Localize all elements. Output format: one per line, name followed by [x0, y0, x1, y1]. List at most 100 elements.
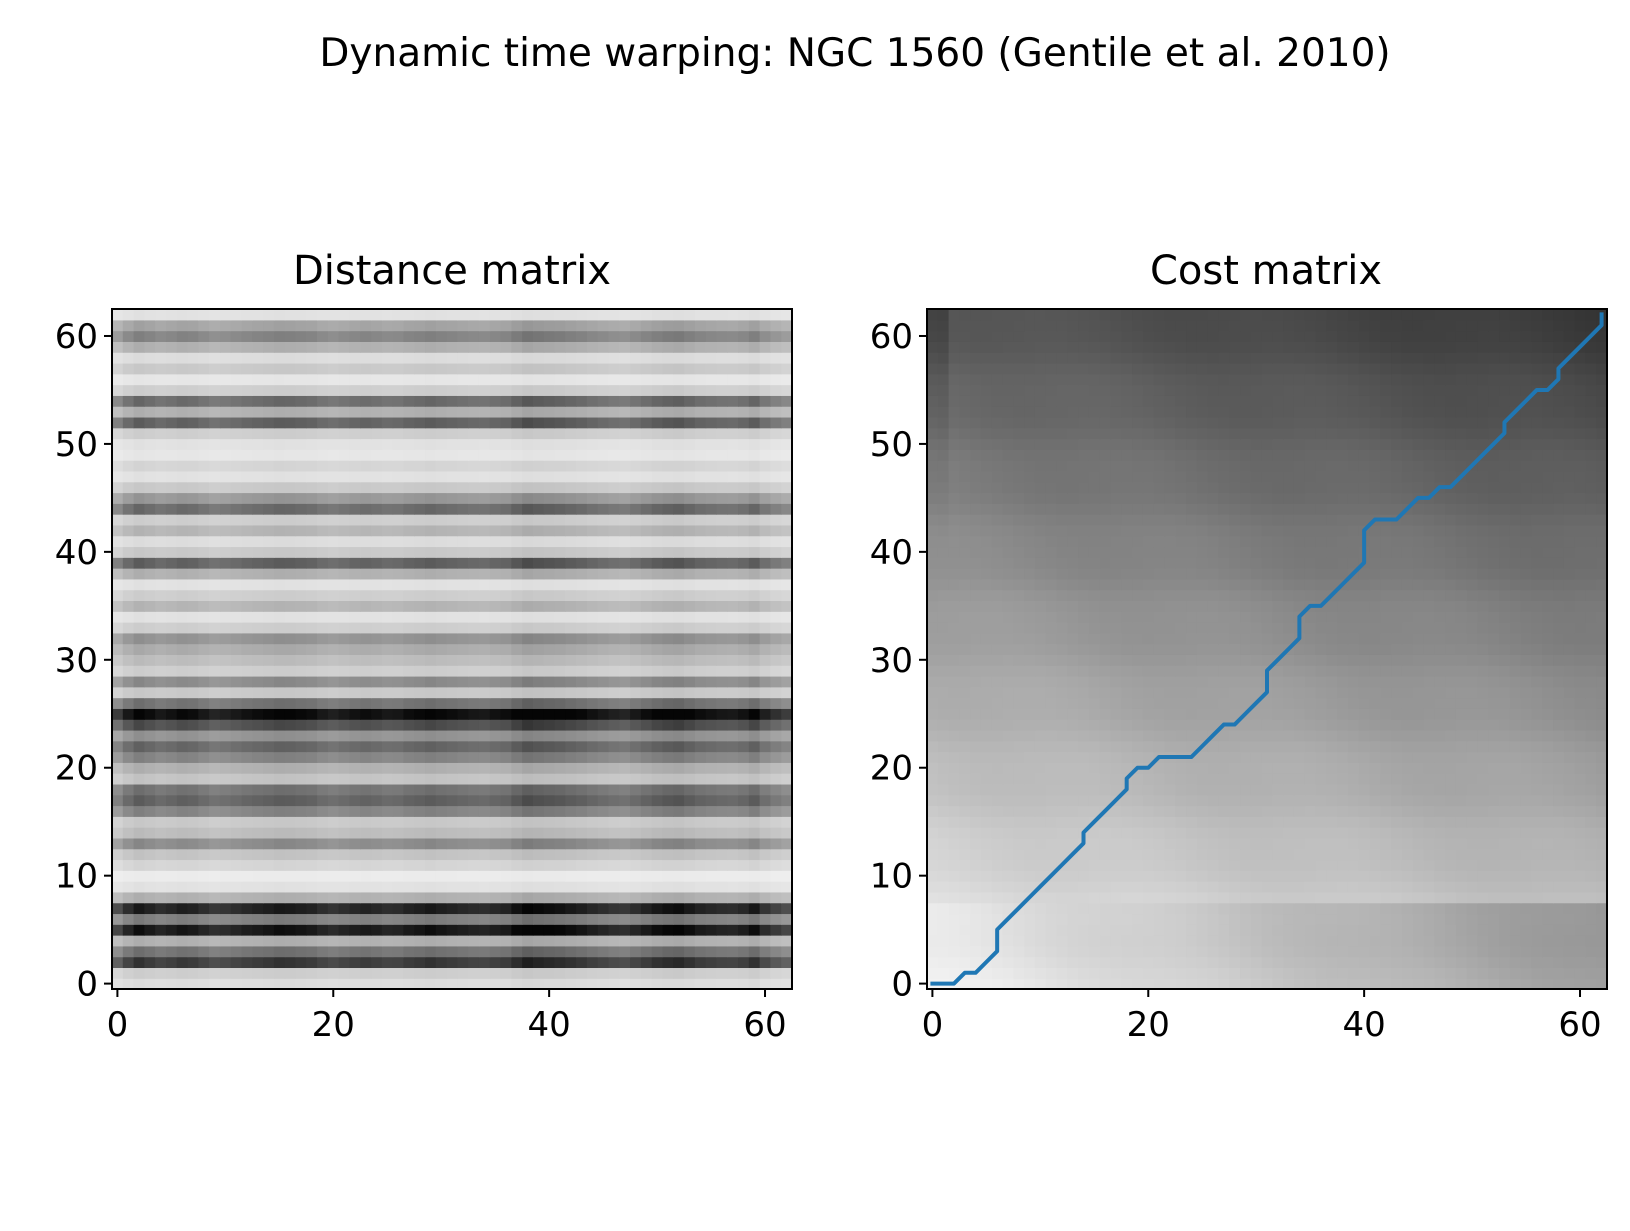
distance-cell — [576, 859, 588, 871]
distance-cell — [727, 762, 739, 774]
distance-cell — [705, 449, 718, 461]
distance-cell — [608, 481, 620, 494]
distance-cell — [662, 675, 674, 688]
distance-cell — [263, 427, 275, 440]
distance-cell — [694, 492, 707, 504]
distance-cell — [349, 859, 361, 871]
cost-cell — [1412, 881, 1425, 893]
cost-cell — [1250, 913, 1263, 925]
distance-cell — [284, 816, 297, 828]
distance-cell — [122, 902, 135, 915]
distance-cell — [738, 665, 750, 677]
cost-cell — [1186, 978, 1198, 990]
distance-cell — [371, 622, 383, 634]
distance-cell — [684, 729, 696, 742]
distance-cell — [781, 697, 793, 709]
cost-cell — [1304, 967, 1317, 979]
distance-cell — [219, 524, 232, 537]
distance-cell — [694, 622, 707, 634]
distance-cell — [738, 816, 750, 828]
distance-cell — [500, 665, 512, 677]
cost-cell — [1315, 891, 1327, 904]
distance-cell — [187, 945, 199, 958]
distance-cell — [349, 697, 361, 709]
distance-cell — [457, 309, 469, 321]
distance-cell — [317, 859, 329, 871]
distance-cell — [619, 330, 631, 342]
distance-cell — [435, 427, 448, 440]
distance-cell — [738, 427, 750, 440]
distance-cell — [576, 384, 588, 396]
cost-cell — [1261, 924, 1273, 936]
distance-cell — [155, 978, 167, 990]
distance-cell — [630, 783, 642, 796]
distance-cell — [511, 924, 523, 936]
distance-cell — [640, 622, 653, 634]
cost-cell — [1056, 848, 1068, 861]
distance-cell — [478, 557, 491, 569]
distance-cell — [684, 384, 696, 396]
distance-cell — [597, 470, 610, 483]
distance-cell — [360, 870, 372, 882]
distance-cell — [684, 546, 696, 558]
distance-cell — [165, 762, 178, 774]
distance-cell — [112, 945, 124, 958]
cost-cell — [1337, 913, 1349, 925]
distance-cell — [597, 557, 610, 569]
distance-cell — [673, 589, 685, 602]
distance-cell — [673, 891, 685, 904]
distance-cell — [187, 524, 199, 537]
distance-cell — [727, 503, 739, 515]
distance-cell — [263, 665, 275, 677]
distance-cell — [748, 632, 761, 645]
distance-cell — [349, 427, 361, 440]
distance-cell — [478, 481, 491, 494]
distance-cell — [252, 622, 264, 634]
distance-cell — [781, 384, 793, 396]
distance-cell — [112, 956, 124, 969]
cost-cell — [991, 859, 1004, 871]
distance-cell — [112, 665, 124, 677]
distance-cell — [306, 708, 318, 720]
distance-cell — [187, 729, 199, 742]
distance-cell — [252, 373, 264, 386]
distance-cell — [317, 341, 329, 353]
distance-cell — [273, 881, 286, 893]
distance-cell — [597, 524, 610, 537]
distance-cell — [586, 600, 599, 612]
distance-cell — [640, 449, 653, 461]
distance-cell — [608, 514, 620, 526]
cost-cell — [1423, 913, 1435, 925]
distance-cell — [338, 708, 351, 720]
distance-cell — [468, 924, 480, 936]
cost-cell — [1250, 816, 1263, 828]
cost-cell — [1293, 978, 1306, 990]
distance-cell — [338, 924, 351, 936]
cost-cell — [1466, 816, 1479, 828]
distance-cell — [608, 675, 620, 688]
distance-cell — [155, 913, 167, 925]
cost-cell — [1358, 881, 1371, 893]
distance-cell — [360, 859, 372, 871]
cost-cell — [948, 967, 960, 979]
cost-cell — [1013, 935, 1025, 947]
distance-cell — [209, 708, 221, 720]
cost-cell — [1434, 837, 1446, 850]
distance-cell — [770, 751, 782, 763]
distance-cell — [608, 352, 620, 364]
distance-cell — [371, 891, 383, 904]
distance-cell — [543, 481, 556, 494]
distance-cell — [230, 978, 243, 990]
distance-cell — [705, 330, 718, 342]
distance-cell — [425, 600, 437, 612]
distance-cell — [349, 924, 361, 936]
distance-cell — [457, 503, 469, 515]
distance-cell — [630, 978, 642, 990]
cost-cell — [1315, 913, 1327, 925]
distance-cell — [522, 611, 534, 623]
distance-cell — [597, 773, 610, 785]
distance-cell — [176, 578, 189, 591]
distance-cell — [478, 859, 491, 871]
distance-cell — [630, 697, 642, 709]
cost-cell — [1574, 978, 1587, 990]
